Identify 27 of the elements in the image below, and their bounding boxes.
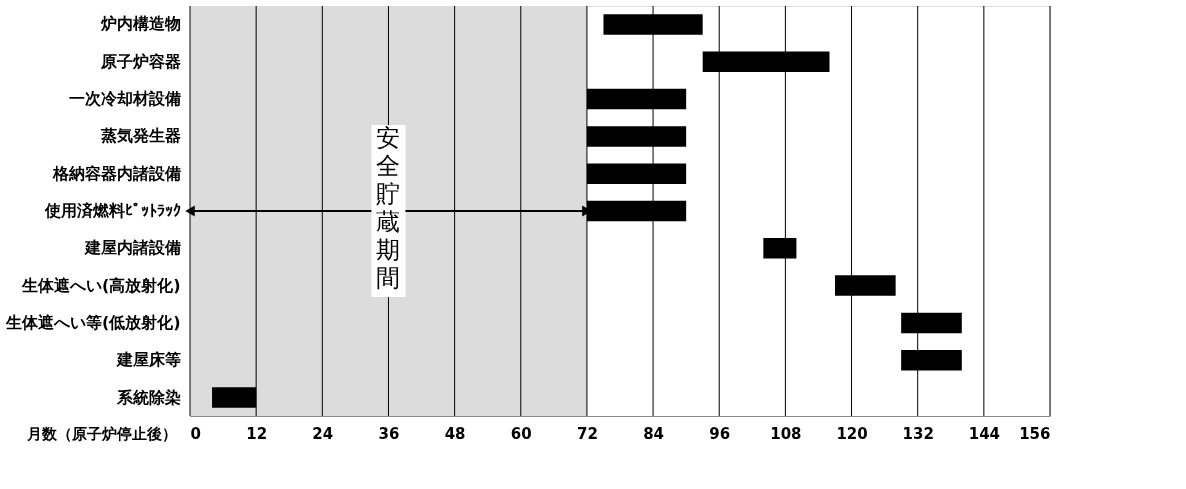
- y-tick-label: 原子炉容器: [99, 51, 181, 71]
- y-tick-label: 一次冷却材設備: [68, 89, 181, 109]
- x-tick-label: 132: [902, 424, 934, 443]
- x-axis-title: 月数（原子炉停止後）: [25, 424, 177, 443]
- y-tick-label: 建屋床等: [114, 350, 181, 370]
- x-tick-label: 48: [444, 424, 466, 443]
- x-tick-label: 0: [190, 424, 201, 443]
- y-tick-label: 格納容器内諸設備: [51, 163, 181, 183]
- y-tick-label: 炉内構造物: [99, 14, 181, 34]
- x-tick-label: 144: [968, 424, 1000, 443]
- x-tick-label: 108: [770, 424, 802, 443]
- x-tick-label: 72: [576, 424, 598, 443]
- x-tick-label: 24: [312, 424, 334, 443]
- y-tick-label: 使用済燃料ﾋﾟｯﾄﾗｯｸ: [43, 201, 181, 220]
- x-tick-label: 60: [510, 424, 532, 443]
- y-tick-label: 系統除染: [115, 387, 181, 407]
- y-tick-label: 生体遮へい(高放射化): [20, 275, 181, 295]
- x-tick-label: 96: [709, 424, 731, 443]
- x-tick-label: 156: [1019, 424, 1051, 443]
- y-tick-label: 建屋内諸設備: [82, 238, 181, 258]
- x-tick-label: 36: [378, 424, 400, 443]
- x-tick-label: 84: [643, 424, 665, 443]
- y-tick-label: 生体遮へい等(低放射化): [4, 312, 181, 332]
- band-label: 安全貯蔵期間: [376, 124, 401, 292]
- x-tick-label: 120: [836, 424, 868, 443]
- x-tick-label: 12: [246, 424, 268, 443]
- y-tick-label: 蒸気発生器: [99, 126, 181, 146]
